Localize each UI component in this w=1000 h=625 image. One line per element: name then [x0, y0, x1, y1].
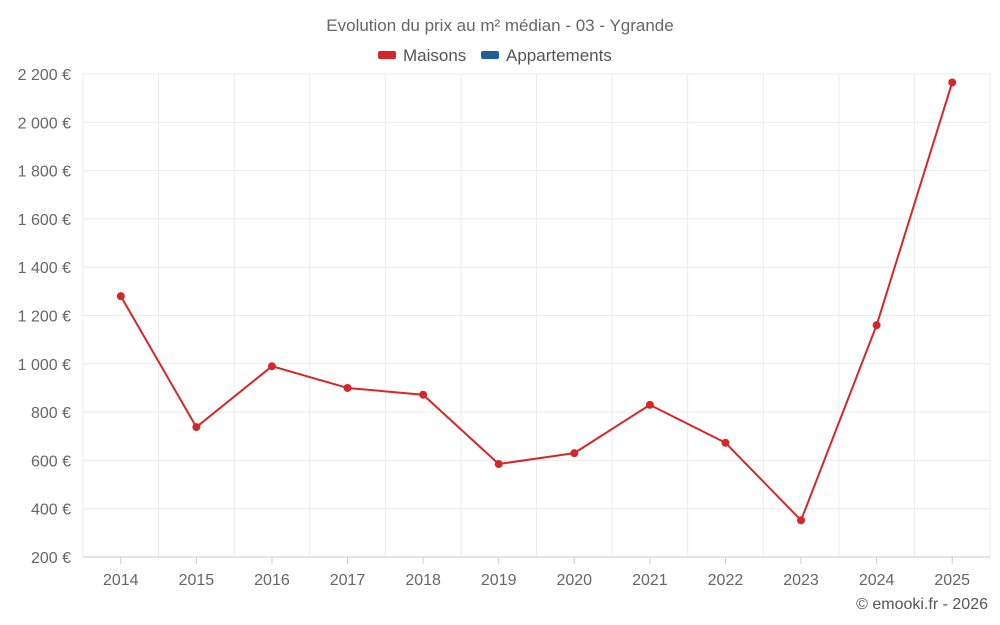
data-point-maisons[interactable] [645, 400, 654, 409]
x-tick-label: 2021 [632, 572, 668, 589]
x-tick-label: 2025 [934, 572, 970, 589]
axes: 200 € 400 € 600 € 800 € 1 000 € 1 200 € 1 400 … [18, 67, 990, 589]
x-tick-label: 2017 [330, 572, 366, 589]
data-point-maisons[interactable] [797, 516, 806, 525]
y-tick-label: 2 000 € [18, 115, 71, 132]
x-tick-label: 2015 [179, 572, 215, 589]
data-point-maisons[interactable] [116, 292, 125, 301]
x-tick-label: 2016 [254, 572, 290, 589]
y-tick-label: 1 800 € [18, 164, 71, 181]
legend-label-maisons: Maisons [403, 46, 466, 65]
y-tick-label: 1 600 € [18, 212, 71, 229]
data-point-maisons[interactable] [419, 390, 428, 399]
data-point-maisons[interactable] [343, 383, 352, 392]
x-tick-label: 2019 [481, 572, 517, 589]
legend-swatch-appartements [481, 51, 499, 59]
series-line-maisons [119, 82, 954, 522]
y-tick-label: 2 200 € [18, 67, 71, 84]
legend-swatch-maisons [378, 51, 396, 59]
y-tick-label: 400 € [31, 502, 71, 519]
x-tick-label: 2014 [103, 572, 139, 589]
grid [82, 73, 991, 557]
chart-title: Evolution du prix au m² médian - 03 - Yg… [326, 16, 673, 35]
legend-label-appartements: Appartements [506, 46, 612, 65]
y-tick-label: 600 € [31, 453, 71, 470]
data-point-maisons[interactable] [192, 423, 201, 432]
legend: Maisons Appartements [378, 46, 612, 65]
data-point-maisons[interactable] [721, 438, 730, 447]
data-point-maisons[interactable] [872, 321, 881, 330]
x-tick-label: 2020 [556, 572, 592, 589]
data-point-maisons[interactable] [267, 362, 276, 371]
x-tick-label: 2023 [783, 572, 819, 589]
data-point-maisons[interactable] [570, 449, 579, 458]
data-point-maisons[interactable] [494, 460, 503, 469]
y-tick-label: 800 € [31, 405, 71, 422]
y-tick-label: 1 200 € [18, 309, 71, 326]
series-maisons [116, 78, 957, 525]
data-point-maisons[interactable] [948, 78, 957, 87]
y-tick-label: 1 400 € [18, 260, 71, 277]
legend-item-maisons[interactable]: Maisons [378, 46, 466, 65]
x-tick-label: 2024 [859, 572, 895, 589]
x-tick-label: 2018 [405, 572, 441, 589]
legend-item-appartements[interactable]: Appartements [481, 46, 612, 65]
credit-text: © emooki.fr - 2026 [856, 596, 988, 613]
y-tick-label: 1 000 € [18, 357, 71, 374]
x-tick-label: 2022 [708, 572, 744, 589]
y-tick-label: 200 € [31, 550, 71, 567]
